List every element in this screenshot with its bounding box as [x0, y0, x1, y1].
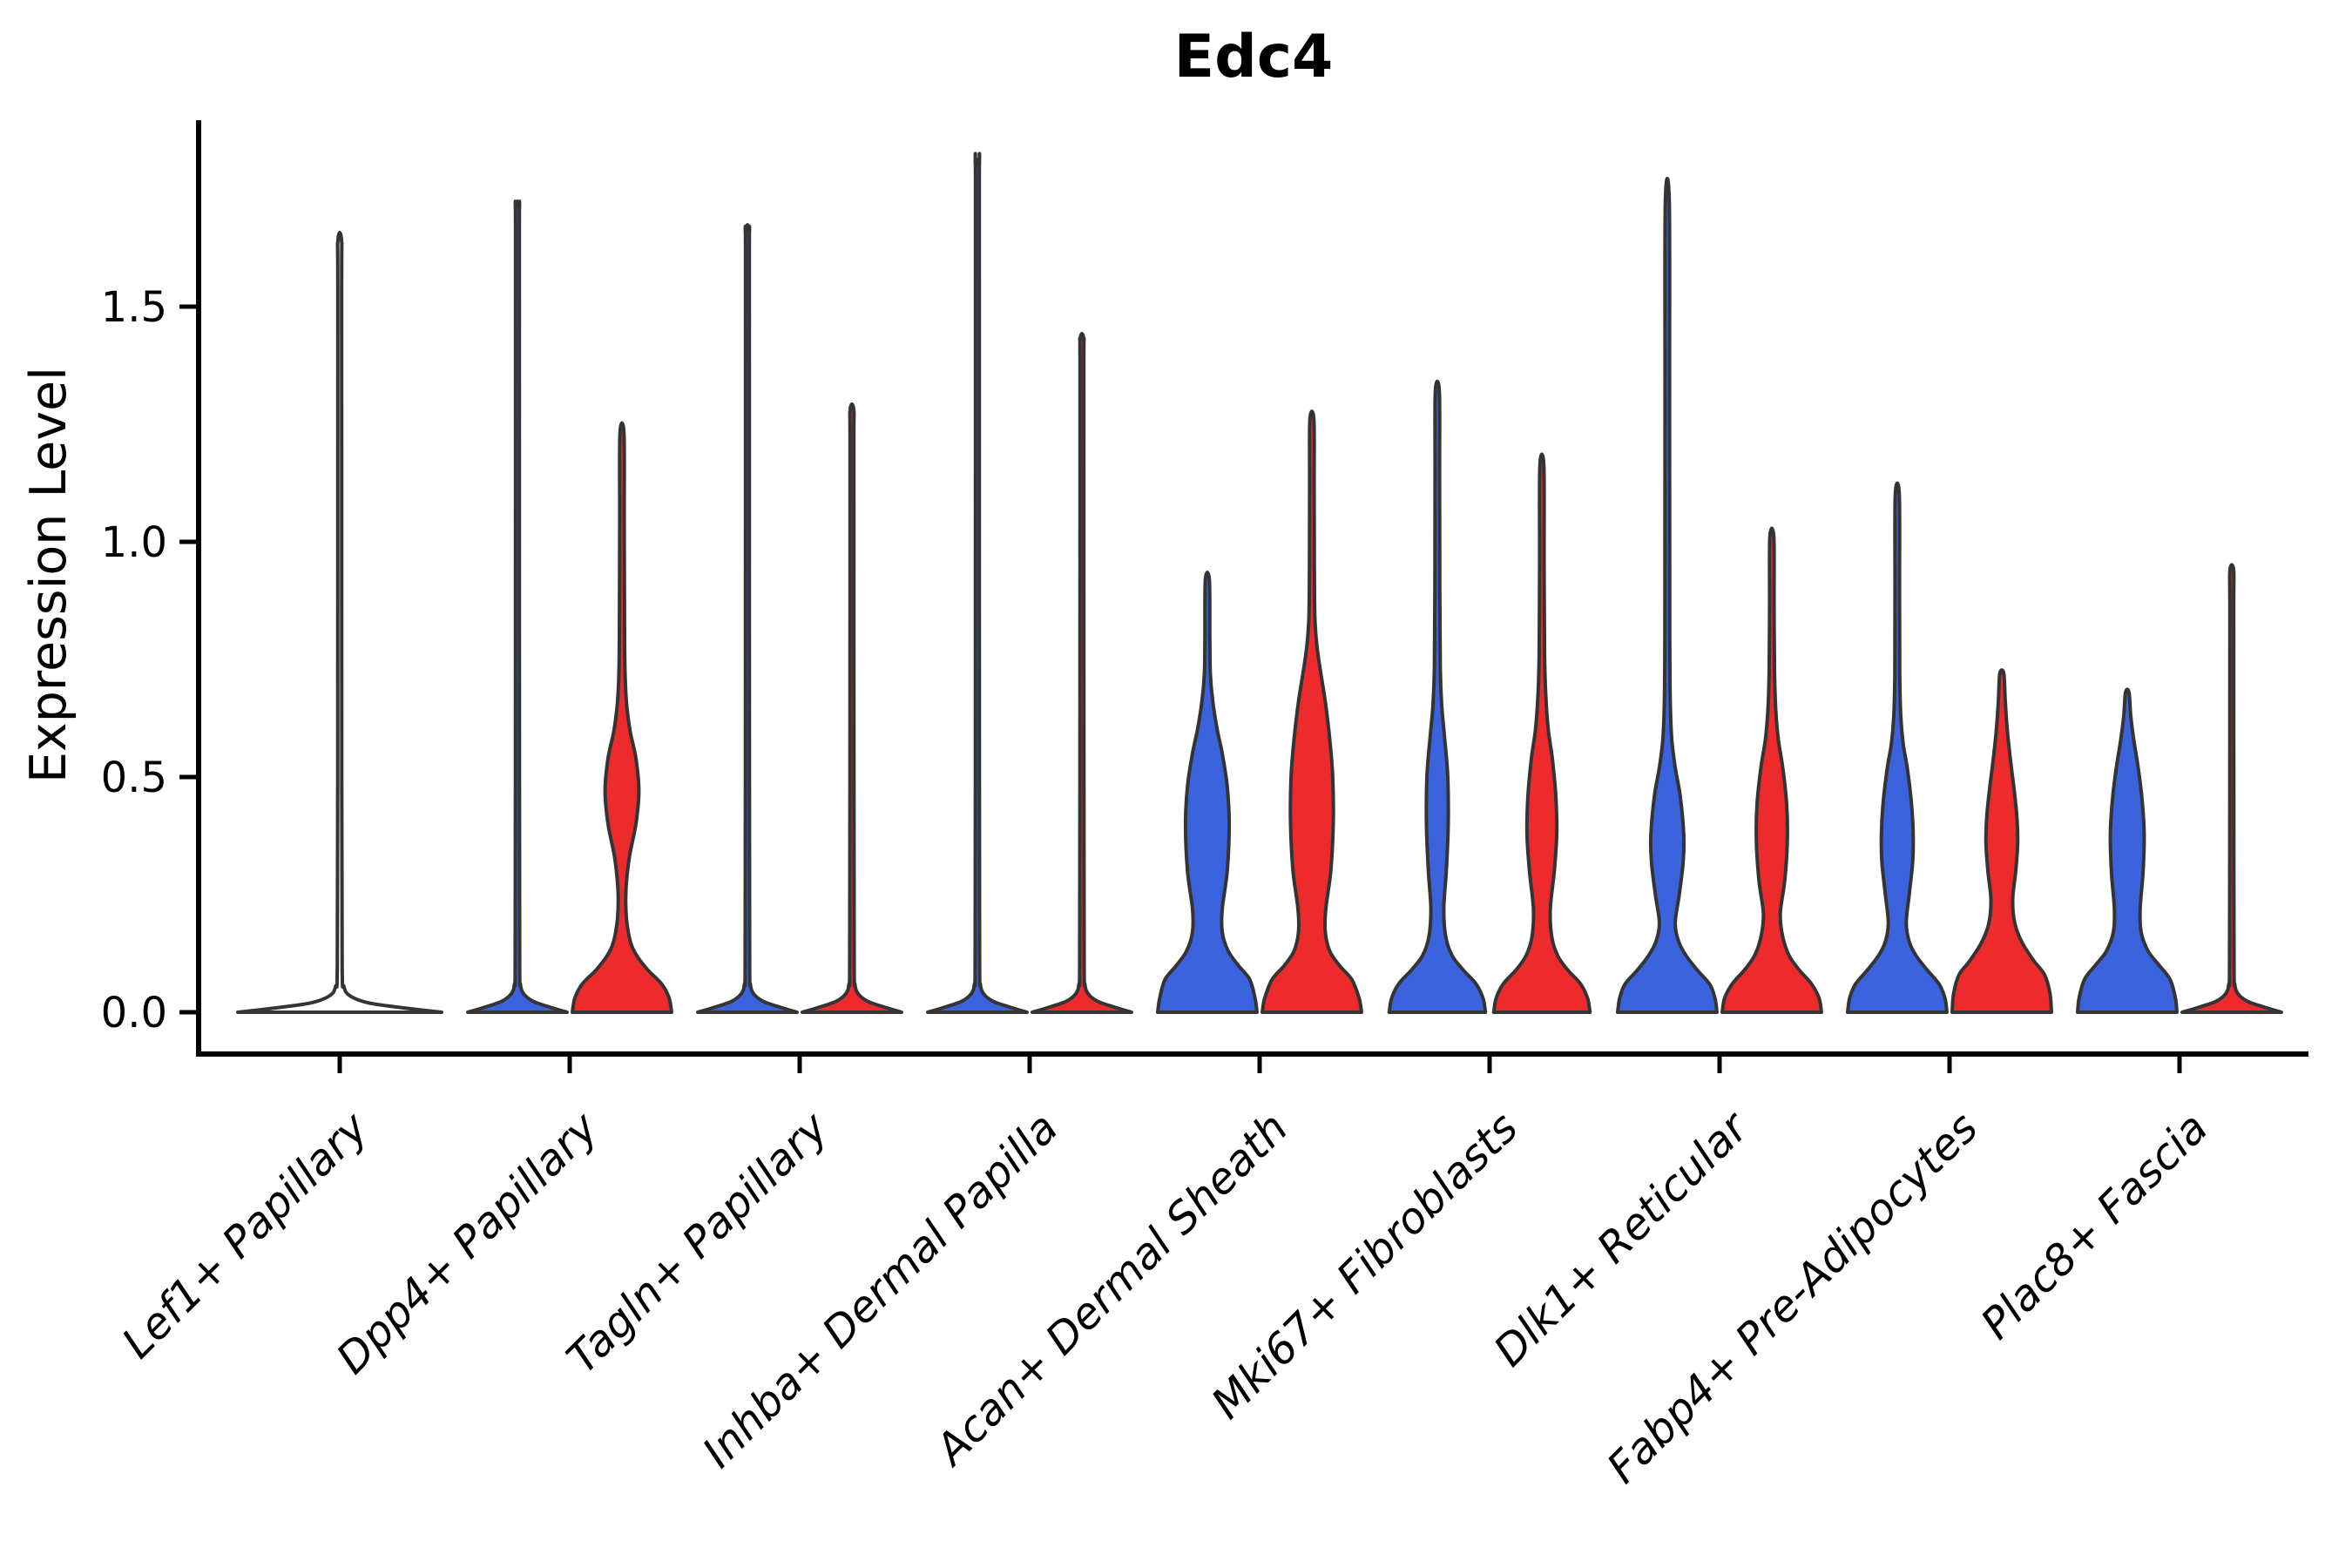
violin-Plac8+-blue [2076, 687, 2179, 1014]
chart-title: Edc4 [1173, 23, 1334, 91]
violin-Inhba+-blue [926, 152, 1029, 1014]
violin-Inhba+-red [1031, 332, 1133, 1014]
y-tick-label: 1.0 [101, 518, 167, 567]
violin-Fabp4+-red [1950, 668, 2053, 1014]
x-tick-label: Fabp4+ Pre-Adipocytes [1598, 1103, 1988, 1493]
x-tick-label-group: Plac8+ Fascia [1971, 1103, 2217, 1348]
violin-Mki67+-blue [1387, 379, 1488, 1014]
violin-Dpp4+-red [571, 421, 673, 1014]
violin-Tagln+-red [801, 402, 903, 1014]
violin-Acan+-red [1260, 409, 1363, 1014]
x-tick-label-group: Fabp4+ Pre-Adipocytes [1598, 1103, 1988, 1493]
violin-Plac8+-red [2180, 563, 2283, 1014]
violin-Dpp4+-blue [466, 199, 569, 1014]
y-tick-label: 0.0 [101, 989, 167, 1037]
y-tick-label: 1.5 [101, 283, 167, 332]
violin-Dlk1+-blue [1616, 177, 1719, 1014]
violin-Lef1+-neutral [236, 230, 443, 1014]
x-tick-label: Dlk1+ Reticular [1484, 1101, 1759, 1375]
violin-Mki67+-red [1491, 452, 1592, 1014]
y-tick-label: 0.5 [101, 754, 167, 802]
violin-Acan+-blue [1156, 571, 1259, 1014]
violin-Tagln+-blue [696, 223, 799, 1014]
y-axis-title: Expression Level [20, 367, 78, 783]
x-tick-label: Plac8+ Fascia [1971, 1103, 2217, 1348]
x-tick-label-group: Dlk1+ Reticular [1484, 1101, 1759, 1375]
violin-Dlk1+-red [1720, 526, 1823, 1014]
x-tick-label-group: Lef1+ Papillary [112, 1102, 378, 1368]
violin-Fabp4+-blue [1846, 481, 1949, 1014]
x-tick-label: Lef1+ Papillary [112, 1102, 378, 1368]
